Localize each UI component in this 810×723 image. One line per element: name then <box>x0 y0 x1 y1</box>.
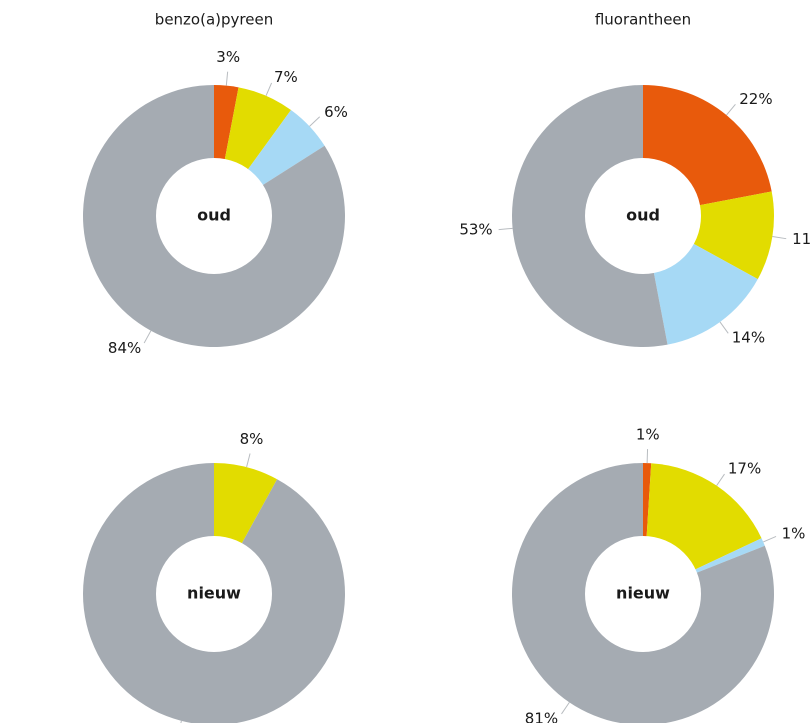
leader-line <box>726 103 736 116</box>
donut-hole <box>585 536 701 652</box>
donut-hole <box>156 158 272 274</box>
data-label: 14% <box>732 329 765 347</box>
leader-line <box>719 321 729 334</box>
leader-line <box>716 473 725 486</box>
center-label: oud <box>626 206 660 225</box>
leader-line <box>763 535 777 543</box>
leader-line <box>246 453 251 468</box>
leader-line <box>309 116 321 127</box>
data-label: 1% <box>636 426 660 444</box>
data-label: 3% <box>216 48 240 66</box>
donut-slice <box>83 463 345 723</box>
data-label: 11% <box>792 230 810 248</box>
data-label: 1% <box>782 525 806 543</box>
leader-line <box>225 71 229 86</box>
data-label: 17% <box>728 460 761 478</box>
chart-title: benzo(a)pyreen <box>155 11 273 29</box>
leader-line <box>498 227 513 231</box>
data-label: 22% <box>739 90 772 108</box>
center-label: nieuw <box>187 584 241 603</box>
leader-line <box>772 235 787 240</box>
data-label: 8% <box>240 430 264 448</box>
chart-title: fluorantheen <box>595 11 691 29</box>
data-label: 6% <box>324 103 348 121</box>
data-label: 7% <box>274 68 298 86</box>
leader-line <box>143 330 152 344</box>
donut-slice <box>512 463 774 723</box>
data-label: 81% <box>525 709 558 723</box>
center-label: oud <box>197 206 231 225</box>
donut-hole <box>156 536 272 652</box>
data-label: 84% <box>108 339 141 357</box>
leader-line <box>561 702 570 715</box>
leader-line <box>265 82 273 96</box>
center-label: nieuw <box>616 584 670 603</box>
donut-hole <box>585 158 701 274</box>
data-label: 53% <box>459 221 492 239</box>
